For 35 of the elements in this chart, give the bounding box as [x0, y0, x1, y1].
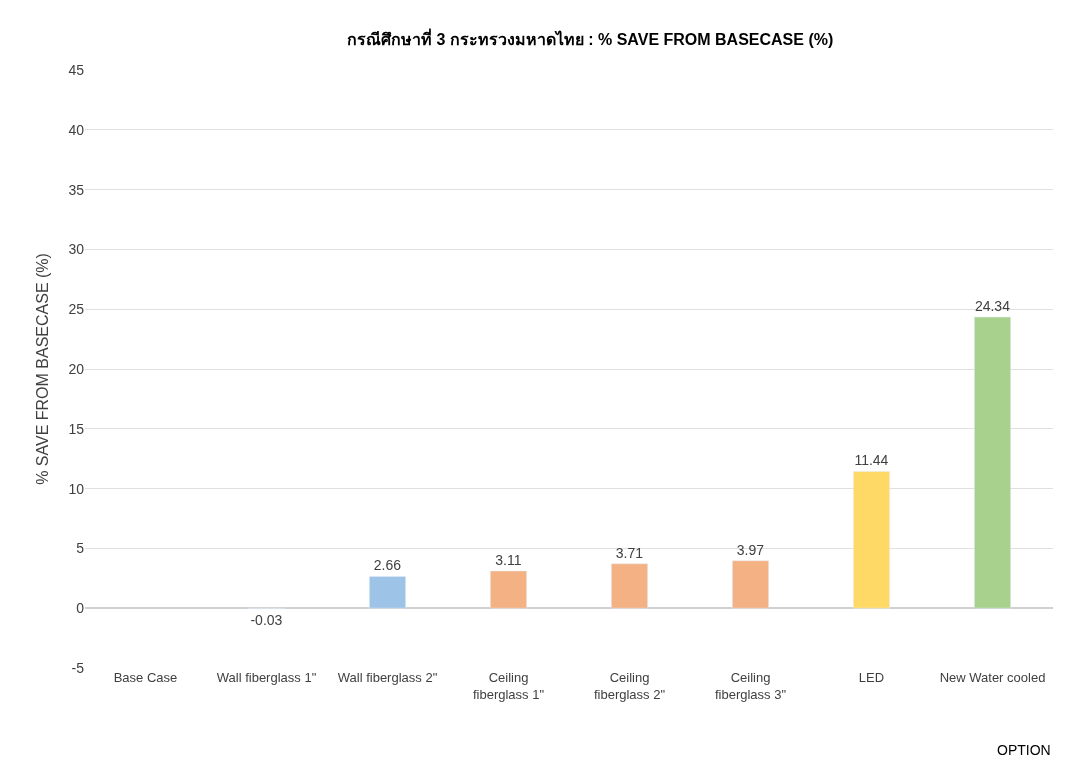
x-tick-label: Base Case [113, 670, 178, 685]
data-label: -0.03 [250, 611, 283, 628]
y-tick-label: -5 [71, 659, 85, 676]
x-tick-label: LED [858, 670, 885, 685]
y-tick-label: 45 [68, 61, 85, 78]
chart-title: กรณีศึกษาที่ 3 กระทรวงมหาดไทย : % SAVE FROM BASECASE (%) [347, 28, 834, 49]
y-tick-label: 25 [68, 301, 85, 318]
y-tick-label: 20 [68, 360, 85, 377]
x-axis-title: OPTION [997, 742, 1051, 758]
y-tick-label: 0 [76, 600, 85, 617]
data-label: 3.97 [736, 541, 765, 558]
x-tick-label: Ceiling fiberglass 2" [593, 670, 666, 702]
bar [490, 570, 527, 609]
data-label: 3.11 [495, 552, 522, 568]
y-tick-label: 35 [68, 181, 85, 198]
x-tick-label: Wall fiberglass 2" [337, 670, 438, 685]
bar [853, 471, 890, 609]
y-tick-label: 5 [76, 540, 85, 557]
y-tick-label: 30 [68, 241, 85, 258]
data-label: 24.34 [974, 298, 1011, 315]
y-tick-label: 15 [68, 420, 85, 437]
y-tick-label: 10 [68, 480, 85, 497]
bar [369, 576, 406, 609]
x-tick-label: Wall fiberglass 1" [216, 670, 317, 685]
bar [732, 560, 769, 609]
data-label: 2.66 [373, 557, 402, 574]
bar [974, 316, 1011, 609]
data-label: 11.44 [854, 452, 889, 469]
bar [611, 563, 648, 609]
data-label: 3.71 [615, 544, 644, 561]
y-axis-title: % SAVE FROM BASECASE (%) [34, 253, 52, 485]
x-tick-label: Ceiling fiberglass 1" [472, 670, 545, 702]
x-tick-label: Ceiling fiberglass 3" [714, 670, 787, 702]
x-tick-label: New Water cooled [939, 670, 1046, 685]
y-tick-label: 40 [68, 121, 85, 138]
